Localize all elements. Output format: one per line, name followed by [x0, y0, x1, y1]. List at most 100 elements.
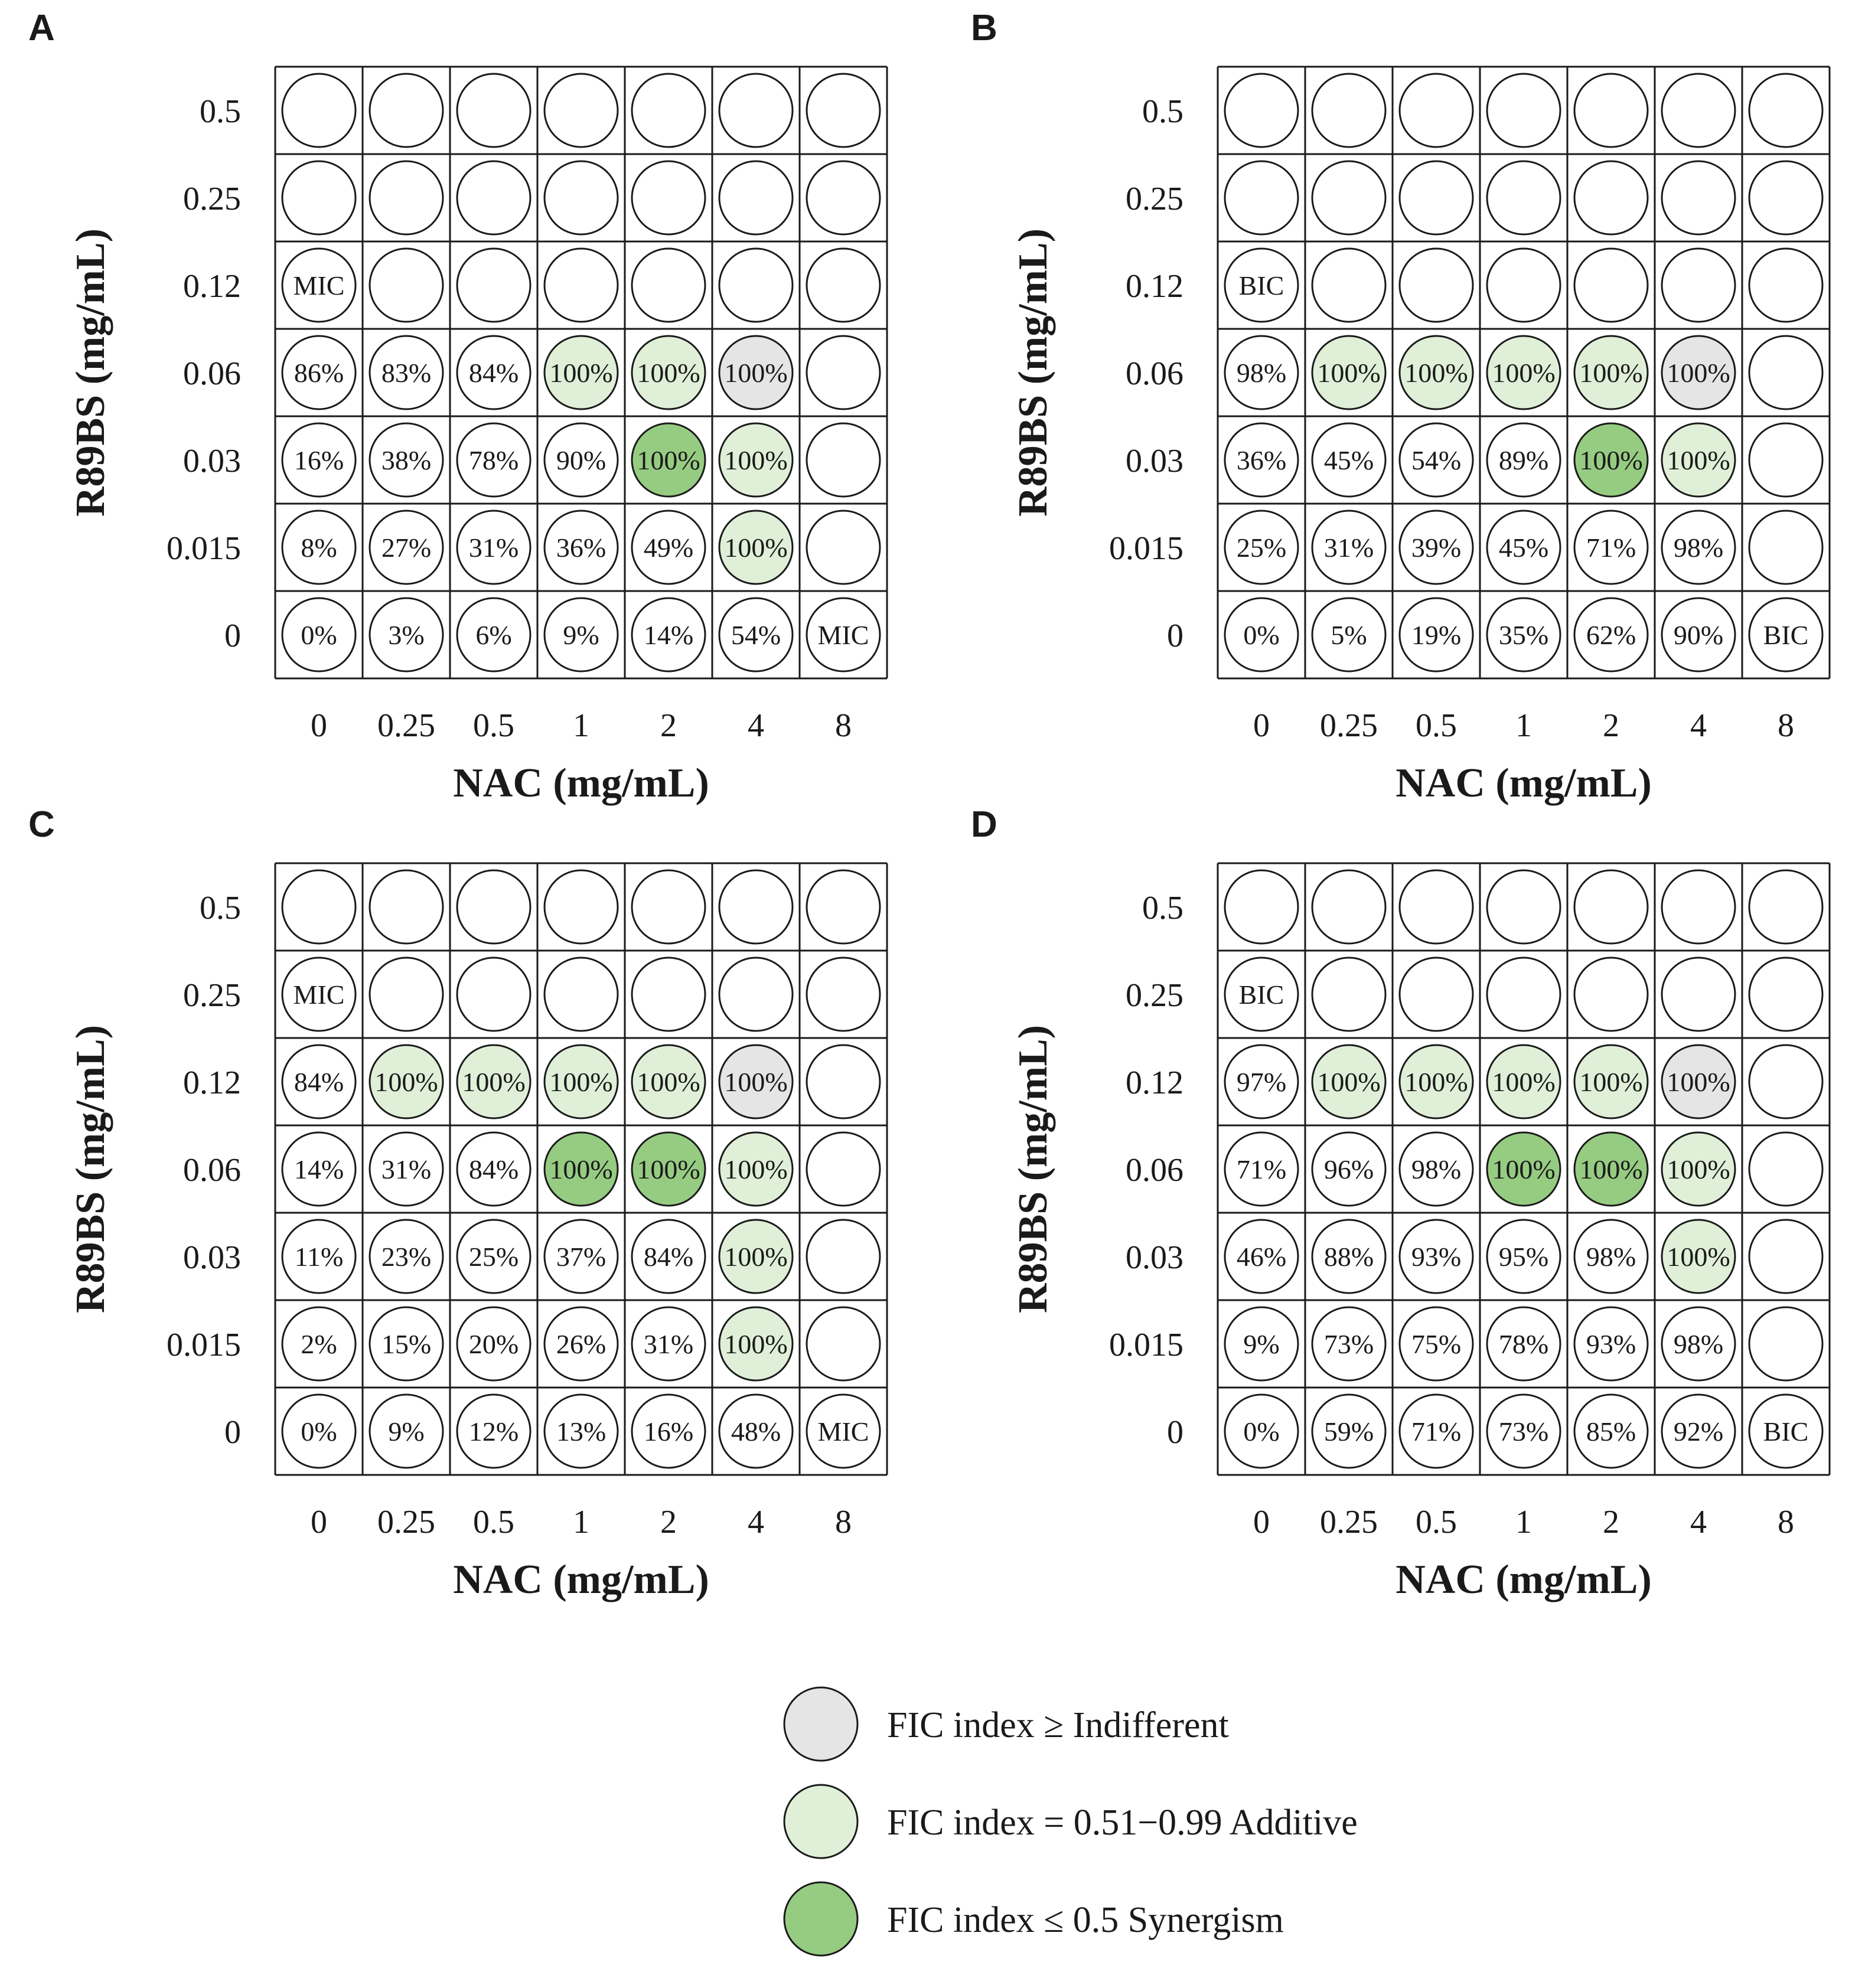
well: 45%	[1311, 422, 1387, 498]
well	[369, 160, 444, 236]
x-tick-label: 0.25	[377, 1504, 435, 1540]
well	[806, 335, 881, 410]
well: 100%	[1311, 1044, 1387, 1119]
well-value: 83%	[382, 358, 431, 388]
well-circle	[369, 160, 444, 236]
well	[369, 869, 444, 945]
well-circle	[369, 1044, 444, 1119]
well-circle	[369, 422, 444, 498]
well: BIC	[1224, 957, 1299, 1032]
well-value: 31%	[1324, 533, 1374, 563]
well: 100%	[1661, 1131, 1736, 1207]
well-circle	[718, 247, 794, 323]
x-axis-title: NAC (mg/mL)	[453, 760, 709, 806]
well: 59%	[1311, 1393, 1387, 1469]
well-circle	[281, 597, 357, 673]
well-value: 100%	[374, 1067, 438, 1097]
well: 100%	[1486, 335, 1561, 410]
x-tick-label: 0.5	[1416, 707, 1457, 744]
well-circle	[543, 335, 619, 410]
well: MIC	[806, 1393, 881, 1469]
well-circle	[543, 957, 619, 1032]
well-circle	[543, 1306, 619, 1382]
well-circle	[806, 1131, 881, 1207]
legend-swatch	[783, 1881, 859, 1957]
well: 100%	[718, 1306, 794, 1382]
well	[718, 73, 794, 148]
well: 100%	[543, 1044, 619, 1119]
well-value: 49%	[644, 533, 693, 563]
well	[1573, 957, 1649, 1032]
x-axis-title: NAC (mg/mL)	[1395, 760, 1652, 806]
well	[281, 869, 357, 945]
well-value: 84%	[644, 1242, 693, 1272]
grid	[1217, 862, 1831, 1476]
well-circle	[281, 422, 357, 498]
well-value: 14%	[644, 620, 693, 650]
well-circle	[1224, 247, 1299, 323]
well-circle	[1661, 335, 1736, 410]
well-circle	[456, 247, 532, 323]
well-value: 31%	[382, 1154, 431, 1184]
well-circle	[631, 1393, 706, 1469]
well	[456, 247, 532, 323]
well-value: 100%	[1667, 1067, 1730, 1097]
well: 15%	[369, 1306, 444, 1382]
well-circle	[718, 510, 794, 585]
well: BIC	[1748, 597, 1824, 673]
x-tick-label: 4	[1690, 707, 1707, 744]
well-circle	[1311, 160, 1387, 236]
y-tick-label: 0.015	[1109, 1327, 1183, 1363]
well: 95%	[1486, 1219, 1561, 1294]
well: 92%	[1661, 1393, 1736, 1469]
well-value: 73%	[1324, 1329, 1374, 1359]
well	[1748, 160, 1824, 236]
well-circle	[1486, 160, 1561, 236]
well: 27%	[369, 510, 444, 585]
well-circle	[543, 1044, 619, 1119]
well-circle	[1573, 160, 1649, 236]
well-value: BIC	[1239, 980, 1284, 1010]
well-circle	[1224, 422, 1299, 498]
well-value: 92%	[1674, 1416, 1723, 1447]
well	[1486, 247, 1561, 323]
y-tick-label: 0.06	[183, 1152, 241, 1189]
well-circle	[718, 1044, 794, 1119]
well: 83%	[369, 335, 444, 410]
x-tick-label: 1	[573, 707, 589, 744]
well-value: 100%	[1492, 358, 1555, 388]
well-circle	[1486, 1393, 1561, 1469]
well: 6%	[456, 597, 532, 673]
well-circle	[369, 247, 444, 323]
well-circle	[1573, 510, 1649, 585]
well	[369, 957, 444, 1032]
well-circle	[1748, 957, 1824, 1032]
legend-label: FIC index ≥ Indifferent	[887, 1705, 1229, 1745]
well-circle	[456, 1131, 532, 1207]
well	[631, 957, 706, 1032]
well	[1224, 73, 1299, 148]
well: 19%	[1398, 597, 1474, 673]
well: 100%	[1398, 1044, 1474, 1119]
well	[806, 510, 881, 585]
well	[806, 957, 881, 1032]
well-value: 19%	[1411, 620, 1461, 650]
well: 89%	[1486, 422, 1561, 498]
well	[1486, 869, 1561, 945]
well	[806, 160, 881, 236]
well	[1486, 957, 1561, 1032]
x-tick-label: 0.5	[1416, 1504, 1457, 1540]
well	[1661, 869, 1736, 945]
well-circle	[1573, 869, 1649, 945]
well-circle	[631, 597, 706, 673]
well-value: 97%	[1237, 1067, 1286, 1097]
x-tick-label: 8	[1778, 707, 1794, 744]
well-value: 100%	[549, 1154, 612, 1184]
well-circle	[718, 73, 794, 148]
well-circle	[456, 957, 532, 1032]
well-value: 100%	[724, 358, 787, 388]
well-circle	[1398, 597, 1474, 673]
y-tick-label: 0.5	[200, 890, 241, 926]
well-circle	[456, 510, 532, 585]
